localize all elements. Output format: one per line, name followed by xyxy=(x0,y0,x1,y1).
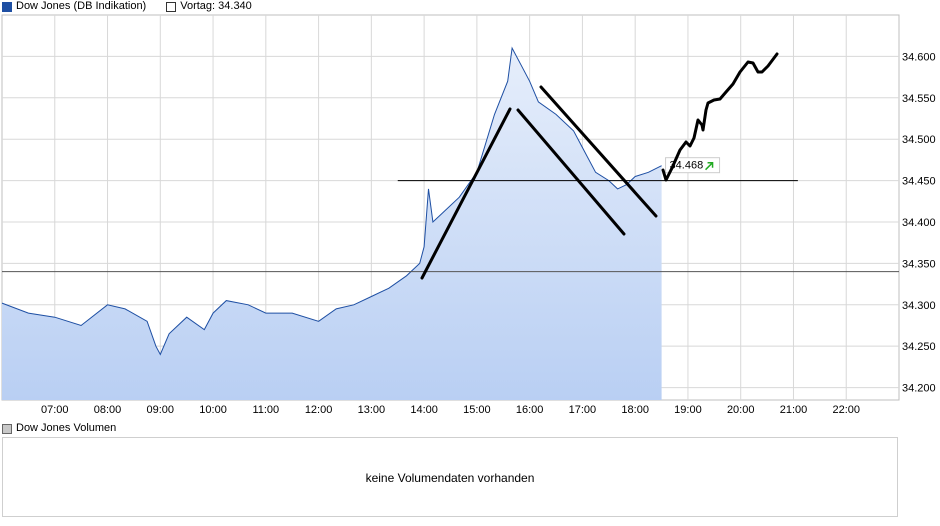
legend-item-series[interactable]: Dow Jones (DB Indikation) xyxy=(2,0,146,13)
y-tick-label: 34.400 xyxy=(902,217,936,229)
arrow-up-right-icon xyxy=(705,161,714,171)
x-tick-label: 15:00 xyxy=(463,404,491,416)
y-tick-label: 34.600 xyxy=(902,51,936,63)
legend-prev-close-label: Vortag: 34.340 xyxy=(180,0,252,12)
x-tick-label: 20:00 xyxy=(727,404,755,416)
x-tick-label: 09:00 xyxy=(147,404,175,416)
price-badge-label: 34.468 xyxy=(670,160,704,172)
x-tick-label: 18:00 xyxy=(621,404,649,416)
y-tick-label: 34.450 xyxy=(902,176,936,188)
legend-series-label: Dow Jones (DB Indikation) xyxy=(16,0,147,12)
y-tick-label: 34.300 xyxy=(902,300,936,312)
price-chart[interactable]: 07:00 08:00 09:00 10:00 11:00 12:00 13:00 14:00… xyxy=(0,0,940,420)
x-tick-label: 14:00 xyxy=(410,404,438,416)
x-tick-label: 07:00 xyxy=(41,404,69,416)
annotation-channel-upper xyxy=(539,85,658,218)
x-tick-label: 08:00 xyxy=(94,404,122,416)
volume-empty-message: keine Volumendaten vorhanden xyxy=(365,471,535,485)
y-tick-label: 34.350 xyxy=(902,258,936,270)
x-tick-label: 19:00 xyxy=(674,404,702,416)
series-line xyxy=(1,46,662,356)
x-tick-label: 10:00 xyxy=(199,404,227,416)
x-tick-label: 17:00 xyxy=(569,404,597,416)
y-tick-label: 34.200 xyxy=(902,383,936,395)
y-tick-label: 34.500 xyxy=(902,134,936,146)
annotation-trendline-up xyxy=(420,107,512,280)
annotation-forecast-path xyxy=(661,52,779,182)
prev-close-swatch-icon xyxy=(166,1,177,12)
volume-panel: keine Volumendaten vorhanden xyxy=(2,437,898,517)
x-tick-label: 12:00 xyxy=(305,404,333,416)
legend-item-prev-close[interactable]: Vortag: 34.340 xyxy=(166,0,252,13)
x-tick-label: 22:00 xyxy=(832,404,860,416)
x-tick-label: 13:00 xyxy=(358,404,386,416)
volume-title: Dow Jones Volumen xyxy=(16,422,117,434)
y-tick-label: 34.550 xyxy=(902,93,936,105)
x-tick-label: 21:00 xyxy=(780,404,808,416)
series-swatch-icon xyxy=(2,1,12,12)
volume-legend: Dow Jones Volumen xyxy=(2,422,116,435)
volume-swatch-icon xyxy=(2,423,12,434)
chart-legend: Dow Jones (DB Indikation) Vortag: 34.340 xyxy=(2,0,252,13)
x-tick-label: 11:00 xyxy=(252,404,279,416)
y-tick-label: 34.250 xyxy=(902,341,936,353)
annotation-channel-lower xyxy=(516,108,626,236)
x-tick-label: 16:00 xyxy=(516,404,544,416)
